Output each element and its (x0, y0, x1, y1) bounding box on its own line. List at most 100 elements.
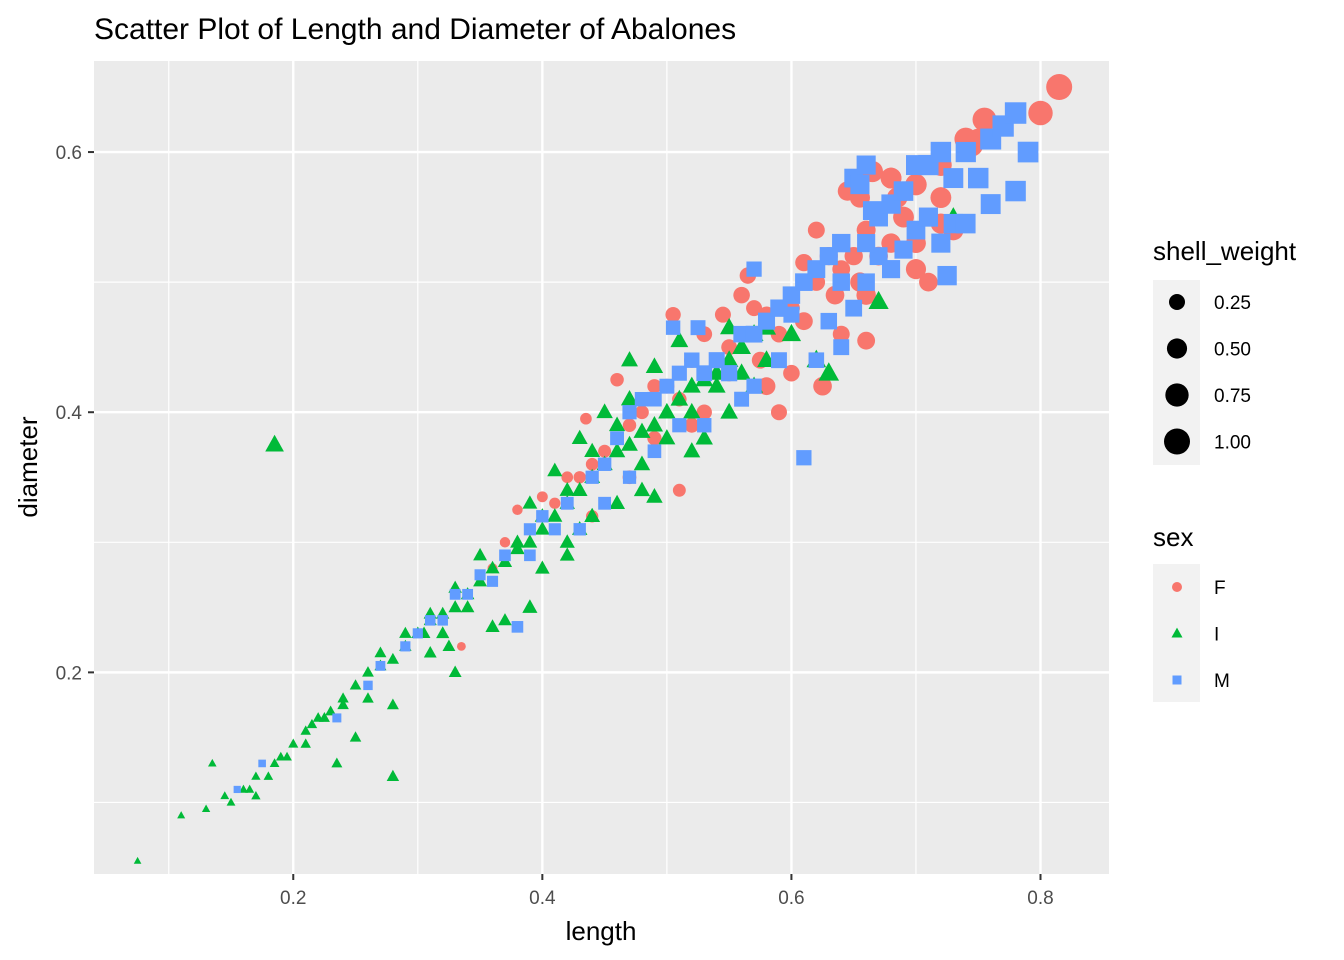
data-point-M (980, 194, 1001, 215)
data-point-M (833, 339, 850, 356)
data-point-I (238, 784, 248, 793)
size-legend-title: shell_weight (1153, 236, 1297, 266)
data-point-I (683, 442, 701, 458)
data-point-F (536, 491, 548, 503)
data-point-I (306, 718, 318, 729)
data-point-M (746, 378, 762, 394)
data-point-M (400, 641, 411, 652)
data-point-M (665, 320, 681, 335)
data-point-I (609, 494, 626, 510)
data-point-I (645, 357, 664, 373)
data-point-I (386, 769, 400, 781)
data-point-M (857, 234, 876, 253)
data-point-F (905, 259, 927, 280)
data-point-F (1046, 74, 1073, 101)
sex-legend-label: F (1214, 578, 1226, 599)
data-point-M (845, 299, 863, 317)
data-point-F (919, 272, 938, 292)
data-point-I (559, 534, 575, 548)
data-point-I (208, 758, 217, 767)
data-point-I (337, 698, 349, 710)
data-point-I (442, 639, 456, 652)
data-point-F (456, 641, 466, 651)
data-point-M (918, 207, 938, 227)
data-point-I (300, 738, 311, 748)
y-axis-ticks: 0.2 0.4 0.6 (56, 143, 94, 684)
data-point-I (620, 390, 639, 406)
data-point-I (522, 599, 538, 613)
data-point-M (746, 261, 762, 277)
data-point-I (300, 725, 311, 735)
y-tick-label: 0.2 (56, 663, 82, 684)
data-point-I (318, 712, 330, 722)
data-point-I (571, 429, 588, 445)
data-point-I (535, 560, 550, 574)
size-legend-label: 0.50 (1214, 340, 1251, 361)
data-point-I (133, 856, 142, 864)
data-point-I (498, 613, 512, 626)
data-point-F (783, 364, 800, 382)
data-point-M (943, 168, 964, 189)
data-point-I (621, 435, 638, 451)
data-point-I (683, 402, 701, 419)
data-point-I (265, 434, 284, 452)
data-point-F (561, 471, 574, 484)
size-legend-key (1166, 338, 1188, 359)
sex-legend: sex F I M (1153, 522, 1230, 702)
data-point-M (1004, 102, 1027, 124)
data-point-I (386, 698, 399, 710)
data-point-M (437, 615, 448, 626)
data-point-M (697, 418, 712, 433)
data-point-I (645, 416, 664, 432)
x-tick-label: 0.6 (778, 888, 804, 909)
data-point-F (757, 377, 776, 396)
data-point-I (275, 751, 286, 761)
data-point-F (930, 187, 952, 209)
data-point-I (485, 560, 500, 574)
data-point-I (584, 507, 601, 522)
data-point-M (721, 365, 738, 382)
x-tick-label: 0.2 (280, 888, 306, 909)
data-point-M (610, 431, 624, 446)
data-point-M (684, 352, 700, 368)
data-point-M (1017, 141, 1039, 163)
data-point-M (597, 457, 612, 471)
data-point-M (894, 240, 913, 259)
data-point-M (499, 549, 511, 562)
data-point-I (658, 429, 676, 445)
data-points (133, 74, 1073, 864)
data-point-F (573, 471, 586, 484)
data-point-I (670, 389, 689, 406)
data-point-I (547, 462, 563, 477)
sex-legend-key-I (1171, 627, 1183, 638)
data-point-I (720, 402, 738, 419)
data-point-F (807, 221, 825, 239)
data-point-M (375, 660, 386, 671)
data-point-M (696, 365, 713, 382)
data-point-I (423, 645, 437, 658)
data-point-I (621, 351, 638, 367)
data-point-M (734, 391, 750, 407)
sex-legend-label: I (1214, 625, 1219, 646)
data-point-M (647, 444, 662, 459)
data-point-I (362, 692, 374, 703)
data-point-F (832, 325, 850, 343)
data-point-M (449, 588, 461, 600)
data-point-F (684, 417, 700, 433)
data-point-M (930, 141, 952, 163)
data-point-I (695, 428, 713, 445)
data-point-I (473, 547, 488, 561)
data-point-I (201, 804, 211, 812)
data-point-F (721, 339, 738, 356)
data-point-F (813, 376, 832, 396)
data-point-I (460, 600, 475, 613)
data-point-M (573, 523, 586, 536)
data-point-M (659, 378, 675, 394)
data-point-I (226, 797, 236, 806)
data-point-I (608, 416, 626, 432)
data-point-M (857, 273, 875, 291)
size-legend-label: 1.00 (1214, 433, 1251, 454)
size-legend: shell_weight 0.25 0.50 0.75 1.00 (1153, 236, 1297, 465)
sex-legend-key-F (1172, 582, 1182, 592)
data-point-I (646, 487, 663, 503)
